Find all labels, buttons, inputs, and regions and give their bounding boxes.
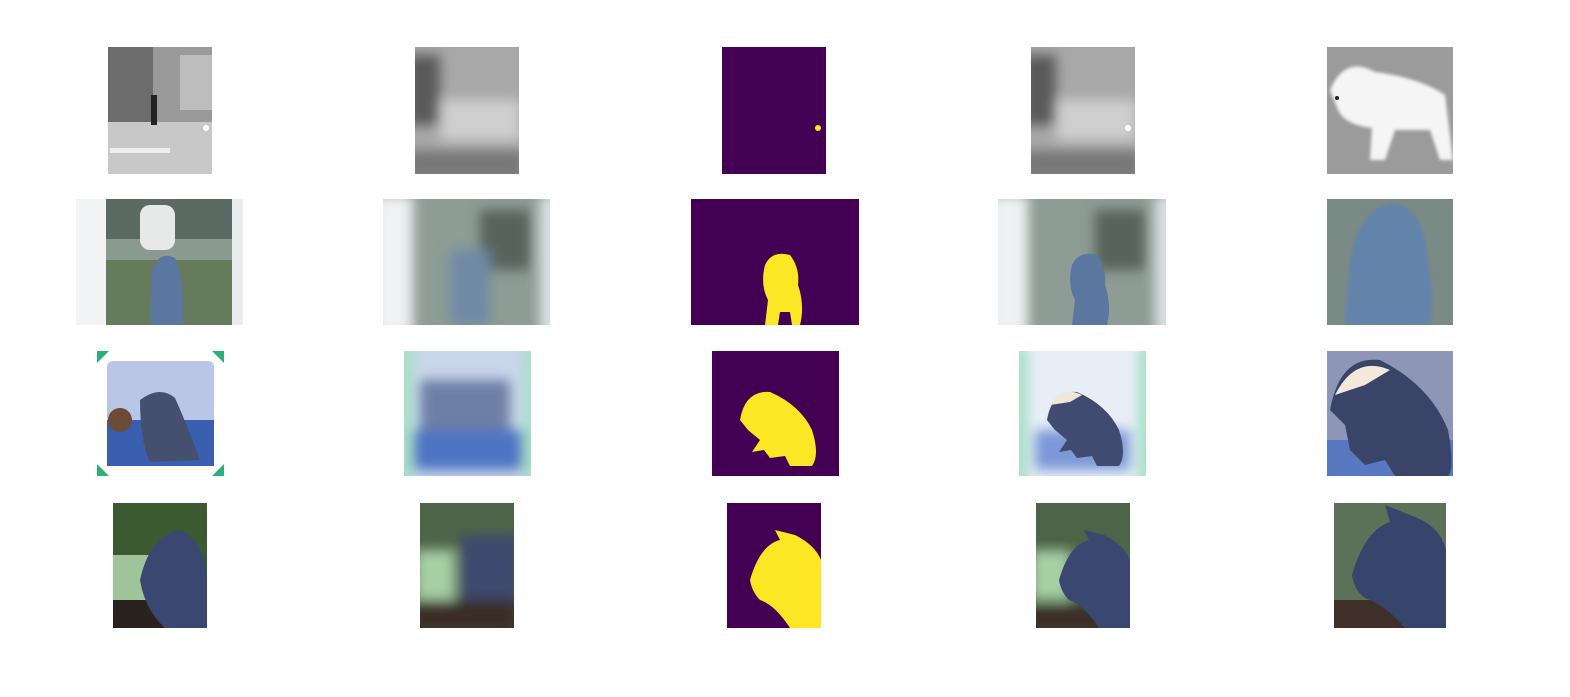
photo [108,47,212,174]
crop [1327,47,1453,174]
mask-region [750,530,821,628]
mask-region [815,125,821,131]
blurred-photo [404,351,531,476]
blurred-photo [420,503,514,628]
mask [712,351,839,476]
composite [998,199,1166,325]
photo [113,503,207,628]
blurred-photo [415,47,519,174]
crop [1334,503,1446,628]
composite [1019,351,1146,476]
crop [1327,351,1453,476]
mask-region [763,253,803,325]
composite [1036,503,1130,628]
crop [1327,199,1453,325]
mask [691,199,859,325]
mask-region [740,391,816,466]
mask [722,47,826,174]
blurred-photo [383,199,550,325]
photo [76,199,243,325]
photo [97,351,224,476]
composite [1031,47,1135,174]
mask [727,503,821,628]
